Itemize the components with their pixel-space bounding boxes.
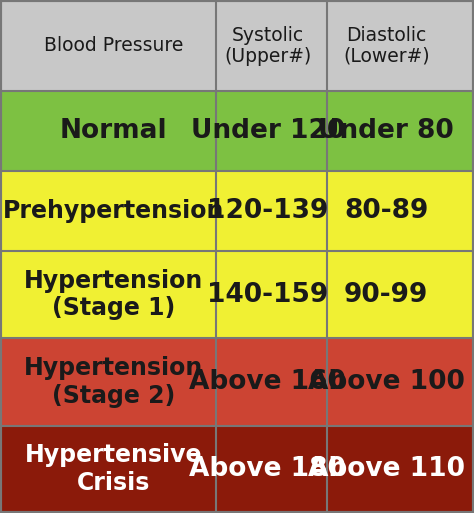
Text: 120-139: 120-139 (207, 198, 328, 224)
Bar (0, 0, 474, 91)
Bar (0, 171, 474, 251)
Text: Hypertensive
Crisis: Hypertensive Crisis (25, 443, 202, 495)
Text: Under 80: Under 80 (319, 119, 454, 144)
Text: Above 160: Above 160 (190, 369, 346, 395)
Text: Above 180: Above 180 (190, 456, 346, 482)
Text: Above 110: Above 110 (308, 456, 465, 482)
Text: Hypertension
(Stage 2): Hypertension (Stage 2) (24, 356, 203, 408)
Text: Hypertension
(Stage 1): Hypertension (Stage 1) (24, 269, 203, 321)
Bar (0, 338, 474, 426)
Bar (0, 426, 474, 513)
Bar (0, 251, 474, 338)
Text: Under 120: Under 120 (191, 119, 345, 144)
Text: Blood Pressure: Blood Pressure (44, 36, 183, 55)
Text: Above 100: Above 100 (308, 369, 465, 395)
Bar (0, 91, 474, 171)
Text: Diastolic
(Lower#): Diastolic (Lower#) (343, 26, 429, 66)
Text: Systolic
(Upper#): Systolic (Upper#) (224, 26, 311, 66)
Text: Normal: Normal (60, 119, 168, 144)
Text: 90-99: 90-99 (344, 282, 428, 307)
Text: 140-159: 140-159 (207, 282, 328, 307)
Text: Prehypertension: Prehypertension (3, 199, 225, 223)
Text: 80-89: 80-89 (344, 198, 428, 224)
